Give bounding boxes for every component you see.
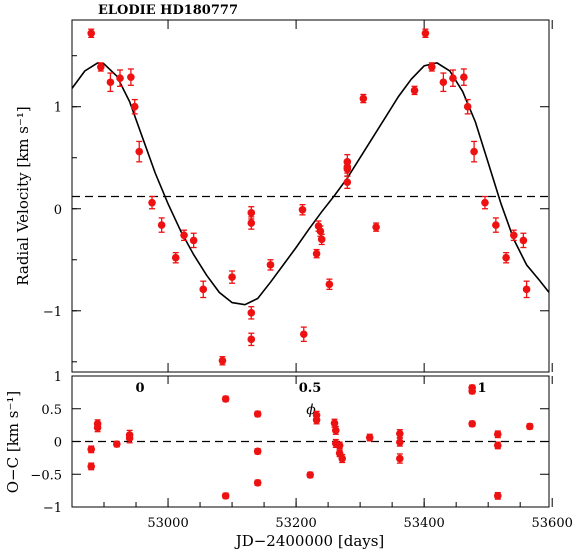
rv-point-18: [247, 335, 256, 344]
rv-point-30: [343, 163, 352, 171]
oc-point-29: [493, 441, 502, 450]
phase-tick-0: 0: [135, 381, 144, 396]
oc-point-27: [468, 420, 476, 428]
rv-point-43: [502, 253, 510, 262]
rv-point-25: [317, 235, 326, 244]
rv-point-16: [247, 219, 256, 227]
oc-point-20: [338, 454, 346, 463]
phase-axis: 0 0.5 1 ϕ: [135, 381, 486, 418]
rv-point-21: [299, 330, 308, 339]
rv-point-15: [247, 209, 256, 217]
oc-point-18: [335, 441, 344, 450]
rv-point-32: [372, 223, 380, 231]
rv-point-13: [218, 356, 227, 365]
oc-axis-ticks: −1 −0.5 0 0.5 1 53000 53200 53400 53600: [30, 370, 572, 531]
oc-point-9: [253, 410, 262, 418]
rv-point-11: [189, 236, 198, 245]
rv-point-14: [228, 273, 236, 281]
rv-point-5: [130, 102, 139, 111]
oc-ytick-label: 0: [54, 436, 62, 451]
rv-point-24: [316, 227, 325, 235]
rv-point-8: [157, 221, 166, 229]
oc-point-26: [468, 387, 476, 395]
rv-model-curve: [71, 62, 550, 306]
rv-point-0: [87, 29, 96, 38]
phase-tick-1: 1: [477, 381, 486, 396]
x-tick-label: 53000: [147, 516, 188, 531]
oc-point-0: [87, 445, 96, 454]
oc-point-15: [330, 419, 339, 427]
rv-point-17: [247, 309, 256, 317]
rv-point-36: [439, 78, 448, 87]
rv-point-7: [148, 198, 156, 207]
phase-axis-label: ϕ: [306, 402, 316, 418]
rv-point-31: [359, 94, 368, 103]
oc-data-points: [87, 383, 534, 500]
x-axis-label: JD−2400000 [days]: [234, 532, 385, 550]
x-tick-label: 53400: [403, 516, 444, 531]
rv-y-axis-label: Radial Velocity [km s⁻¹]: [14, 106, 32, 286]
rv-data-points: [87, 28, 531, 366]
oc-ytick-label: −0.5: [30, 468, 62, 483]
oc-point-10: [253, 447, 262, 456]
oc-point-28: [493, 430, 502, 439]
rv-point-3: [116, 74, 124, 82]
rv-point-19: [266, 261, 275, 269]
rv-point-34: [421, 29, 430, 38]
oc-ytick-label: −1: [43, 501, 62, 516]
rv-point-35: [428, 63, 436, 71]
rv-ytick-label: −1: [43, 305, 62, 320]
x-tick-label: 53600: [532, 516, 573, 531]
oc-point-14: [306, 471, 314, 479]
oc-ytick-label: 1: [54, 370, 62, 385]
oc-ytick-label: 0.5: [41, 403, 62, 418]
oc-point-7: [221, 395, 230, 403]
oc-point-16: [331, 426, 340, 435]
rv-axis-ticks: −1 0 1: [43, 20, 553, 372]
oc-point-4: [113, 440, 121, 448]
rv-point-37: [449, 74, 457, 82]
rv-point-1: [97, 63, 105, 71]
oc-point-6: [125, 434, 134, 443]
rv-point-33: [410, 86, 419, 95]
rv-point-38: [460, 73, 468, 81]
rv-point-20: [298, 205, 307, 214]
oc-point-30: [493, 492, 502, 500]
oc-point-8: [221, 492, 230, 500]
oc-point-24: [396, 454, 404, 463]
rv-point-22: [312, 249, 321, 258]
rv-point-42: [492, 221, 500, 229]
rv-point-39: [463, 102, 472, 111]
rv-point-6: [135, 147, 144, 156]
rv-point-41: [481, 198, 489, 207]
oc-point-23: [396, 438, 404, 446]
rv-ytick-label: 1: [54, 101, 62, 116]
rv-point-40: [470, 147, 478, 156]
oc-point-21: [365, 433, 374, 442]
rv-point-44: [509, 231, 518, 240]
oc-point-31: [525, 422, 534, 431]
chart-title: ELODIE HD180777: [98, 3, 238, 18]
oc-point-11: [253, 478, 262, 487]
phase-tick-0.5: 0.5: [299, 381, 322, 396]
rv-point-9: [171, 253, 180, 262]
oc-point-3: [93, 420, 102, 428]
rv-point-2: [106, 78, 115, 87]
rv-point-4: [127, 73, 135, 81]
rv-point-29: [343, 178, 352, 187]
rv-point-10: [180, 231, 188, 240]
rv-point-45: [519, 236, 528, 245]
rv-point-26: [325, 280, 334, 289]
oc-point-13: [312, 416, 321, 424]
rv-point-12: [199, 285, 208, 294]
rv-ytick-label: 0: [54, 203, 62, 218]
rv-point-46: [522, 285, 531, 294]
oc-y-axis-label: O−C [km s⁻¹]: [4, 391, 22, 494]
x-tick-label: 53200: [275, 516, 316, 531]
oc-point-22: [396, 429, 404, 438]
oc-point-1: [87, 462, 96, 471]
